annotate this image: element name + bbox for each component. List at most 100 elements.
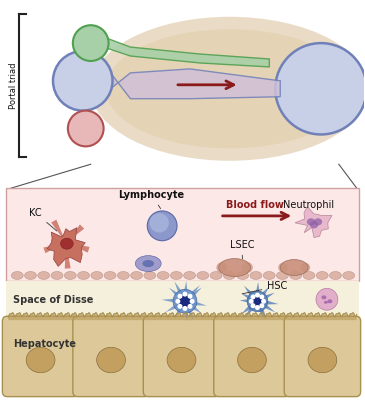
Polygon shape (165, 298, 187, 312)
Polygon shape (244, 286, 260, 304)
Ellipse shape (253, 296, 262, 306)
Ellipse shape (26, 347, 55, 373)
Ellipse shape (91, 17, 365, 161)
Text: HSC: HSC (242, 281, 288, 294)
Ellipse shape (210, 272, 222, 280)
Polygon shape (107, 38, 269, 67)
Polygon shape (254, 282, 261, 302)
Ellipse shape (290, 272, 301, 280)
Circle shape (188, 294, 192, 298)
Polygon shape (239, 298, 258, 305)
FancyBboxPatch shape (3, 316, 79, 397)
Circle shape (255, 306, 259, 309)
Ellipse shape (135, 256, 161, 272)
Ellipse shape (276, 272, 288, 280)
Ellipse shape (278, 263, 288, 272)
Ellipse shape (263, 272, 275, 280)
Polygon shape (66, 243, 89, 252)
Polygon shape (111, 69, 280, 99)
Ellipse shape (170, 272, 182, 280)
Polygon shape (245, 299, 260, 318)
Polygon shape (183, 287, 202, 304)
Circle shape (178, 304, 182, 308)
Text: Portal triad: Portal triad (9, 62, 18, 109)
Polygon shape (181, 281, 188, 302)
Polygon shape (182, 300, 193, 320)
Ellipse shape (167, 347, 196, 373)
Ellipse shape (330, 272, 341, 280)
Polygon shape (184, 298, 207, 306)
Ellipse shape (300, 263, 310, 272)
Ellipse shape (61, 238, 73, 249)
Circle shape (183, 307, 187, 310)
Circle shape (176, 300, 180, 303)
Polygon shape (181, 301, 188, 321)
Polygon shape (241, 298, 260, 314)
Circle shape (251, 295, 255, 299)
Text: KC: KC (29, 208, 57, 231)
FancyBboxPatch shape (143, 316, 220, 397)
Ellipse shape (64, 272, 76, 280)
Circle shape (316, 288, 338, 310)
Ellipse shape (307, 218, 315, 225)
Ellipse shape (24, 272, 36, 280)
Ellipse shape (91, 272, 103, 280)
FancyBboxPatch shape (6, 282, 359, 317)
Ellipse shape (97, 347, 126, 373)
Polygon shape (161, 298, 185, 305)
Ellipse shape (324, 301, 328, 304)
Ellipse shape (144, 272, 156, 280)
Ellipse shape (223, 272, 235, 280)
Polygon shape (255, 286, 269, 304)
Circle shape (251, 304, 255, 308)
Polygon shape (43, 243, 66, 253)
Ellipse shape (237, 272, 249, 280)
Polygon shape (183, 298, 202, 314)
Ellipse shape (247, 291, 268, 312)
Ellipse shape (105, 29, 354, 148)
Polygon shape (182, 285, 200, 304)
Ellipse shape (343, 272, 355, 280)
Text: Blood flow: Blood flow (226, 200, 283, 210)
Circle shape (255, 293, 259, 297)
Ellipse shape (147, 211, 177, 241)
Circle shape (190, 300, 194, 303)
Circle shape (183, 292, 187, 296)
Ellipse shape (78, 272, 89, 280)
Ellipse shape (316, 272, 328, 280)
Circle shape (260, 295, 264, 299)
Circle shape (188, 304, 192, 308)
Polygon shape (169, 288, 187, 304)
Polygon shape (47, 228, 85, 266)
Circle shape (178, 294, 182, 298)
Text: Lymphocyte: Lymphocyte (119, 190, 185, 209)
Circle shape (73, 25, 108, 61)
Ellipse shape (157, 272, 169, 280)
Polygon shape (256, 293, 275, 304)
Ellipse shape (38, 272, 50, 280)
Ellipse shape (242, 262, 253, 273)
Text: Hepatocyte: Hepatocyte (13, 339, 76, 349)
Ellipse shape (238, 347, 266, 373)
Ellipse shape (11, 272, 23, 280)
Ellipse shape (314, 218, 322, 225)
Ellipse shape (118, 272, 129, 280)
Ellipse shape (303, 272, 315, 280)
Ellipse shape (327, 299, 333, 303)
Ellipse shape (150, 213, 169, 232)
Ellipse shape (142, 260, 154, 267)
Polygon shape (241, 294, 259, 304)
Ellipse shape (180, 296, 191, 307)
Polygon shape (254, 300, 264, 318)
Circle shape (249, 300, 253, 303)
Ellipse shape (310, 221, 318, 228)
Ellipse shape (308, 347, 337, 373)
Polygon shape (174, 281, 188, 303)
Ellipse shape (216, 262, 227, 273)
Polygon shape (295, 207, 332, 238)
Circle shape (260, 304, 264, 308)
Text: LSEC: LSEC (230, 240, 254, 259)
Ellipse shape (173, 289, 197, 313)
Polygon shape (254, 300, 266, 319)
Ellipse shape (219, 258, 250, 276)
